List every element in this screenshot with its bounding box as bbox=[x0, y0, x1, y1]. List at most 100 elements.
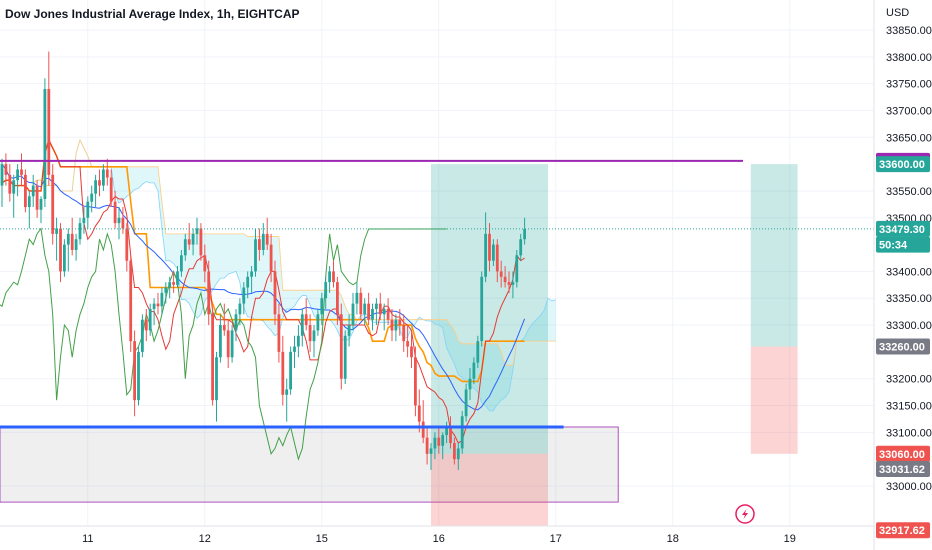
candle-body bbox=[343, 335, 347, 379]
candle-body bbox=[102, 169, 105, 186]
candle-body bbox=[250, 271, 253, 277]
candle-body bbox=[152, 303, 156, 309]
candle-body bbox=[59, 228, 62, 272]
candle-body bbox=[456, 448, 460, 460]
price-axis: 33850.00 33800.00 33750.00 33700.00 33650.00… bbox=[886, 25, 932, 493]
candle-body bbox=[382, 308, 386, 315]
candle-body bbox=[316, 314, 320, 331]
y-tick-label: 33800.00 bbox=[886, 52, 932, 64]
candle-body bbox=[4, 164, 8, 175]
candle-body bbox=[43, 89, 47, 199]
candle-body bbox=[172, 282, 175, 285]
candle-body bbox=[273, 271, 277, 315]
red-line bbox=[1, 138, 525, 444]
candle-body bbox=[515, 255, 519, 283]
price-badge bbox=[876, 338, 930, 355]
candle-body bbox=[20, 169, 23, 175]
candle-body bbox=[453, 443, 456, 460]
candle-body bbox=[148, 308, 152, 331]
candle-body bbox=[265, 233, 269, 245]
candle-body bbox=[324, 282, 328, 299]
candle-body bbox=[191, 233, 195, 245]
range-box bbox=[0, 426, 619, 503]
candle-body bbox=[121, 217, 125, 229]
candle-body bbox=[328, 271, 331, 283]
candle-body bbox=[55, 228, 58, 234]
x-tick-label: 15 bbox=[316, 533, 328, 545]
candle-body bbox=[144, 319, 148, 331]
candle-body bbox=[39, 198, 43, 210]
candle-body bbox=[129, 260, 133, 342]
candle-body bbox=[519, 239, 523, 256]
green-line bbox=[0, 227, 447, 461]
candle-body bbox=[339, 314, 343, 379]
price-badge-label: 33479.30 bbox=[879, 224, 925, 236]
x-tick-label: 12 bbox=[199, 533, 211, 545]
x-tick-label: 16 bbox=[433, 533, 445, 545]
candle-body bbox=[394, 319, 398, 331]
x-tick-label: 17 bbox=[550, 533, 562, 545]
orange-line bbox=[1, 137, 525, 383]
candle-body bbox=[417, 405, 421, 422]
candle-body bbox=[472, 362, 476, 379]
candle-body bbox=[363, 303, 367, 315]
ichimoku-cloud bbox=[33, 139, 556, 411]
candle-body bbox=[429, 448, 433, 454]
price-badge bbox=[876, 445, 930, 462]
candle-body bbox=[492, 244, 495, 261]
long-stop-zone-2 bbox=[750, 346, 798, 454]
candle-body bbox=[433, 437, 437, 449]
candle-body bbox=[300, 314, 304, 336]
candle-body bbox=[499, 271, 503, 277]
candle-body bbox=[297, 335, 300, 347]
candle-body bbox=[277, 314, 281, 352]
candle-body bbox=[441, 435, 445, 446]
candle-body bbox=[0, 164, 4, 186]
candle-body bbox=[269, 244, 273, 272]
candle-body bbox=[402, 325, 406, 342]
candle-body bbox=[355, 292, 359, 304]
candle-body bbox=[336, 282, 339, 315]
candles bbox=[0, 51, 526, 470]
candle-body bbox=[168, 282, 172, 288]
price-badge-label: 32917.62 bbox=[879, 525, 925, 537]
candle-body bbox=[261, 233, 265, 250]
candle-body bbox=[63, 244, 66, 272]
y-tick-label: 33200.00 bbox=[886, 374, 932, 386]
candle-body bbox=[105, 169, 109, 178]
y-tick-label: 33550.00 bbox=[886, 186, 932, 198]
candle-body bbox=[507, 282, 511, 285]
candle-body bbox=[503, 276, 507, 283]
candle-body bbox=[183, 239, 187, 256]
candle-body bbox=[164, 287, 168, 293]
candle-body bbox=[258, 239, 261, 250]
candle-body bbox=[74, 239, 78, 250]
candle-body bbox=[488, 233, 491, 261]
candle-body bbox=[304, 314, 308, 326]
candle-body bbox=[180, 255, 183, 272]
candle-body bbox=[133, 341, 136, 401]
candle-body bbox=[332, 271, 335, 283]
chart-title: Dow Jones Industrial Average Index, 1h, … bbox=[5, 7, 300, 21]
candle-body bbox=[226, 330, 230, 358]
price-badge bbox=[876, 220, 930, 237]
long-target-zone-2 bbox=[750, 164, 798, 347]
price-badge-label: 33260.00 bbox=[879, 342, 925, 354]
price-badge bbox=[876, 156, 930, 173]
candle-body bbox=[51, 174, 55, 234]
candle-body bbox=[375, 303, 378, 309]
y-tick-label: 33100.00 bbox=[886, 427, 932, 439]
candle-body bbox=[219, 325, 222, 358]
candle-body bbox=[113, 201, 117, 224]
candle-body bbox=[27, 196, 31, 208]
y-tick-label: 33700.00 bbox=[886, 105, 932, 117]
price-badge bbox=[876, 522, 930, 539]
long-stop-zone bbox=[431, 453, 548, 526]
candle-body bbox=[398, 319, 402, 326]
y-tick-label: 33150.00 bbox=[886, 401, 932, 413]
candle-body bbox=[207, 271, 211, 315]
lightning-icon[interactable] bbox=[735, 504, 755, 524]
candle-body bbox=[199, 228, 203, 256]
